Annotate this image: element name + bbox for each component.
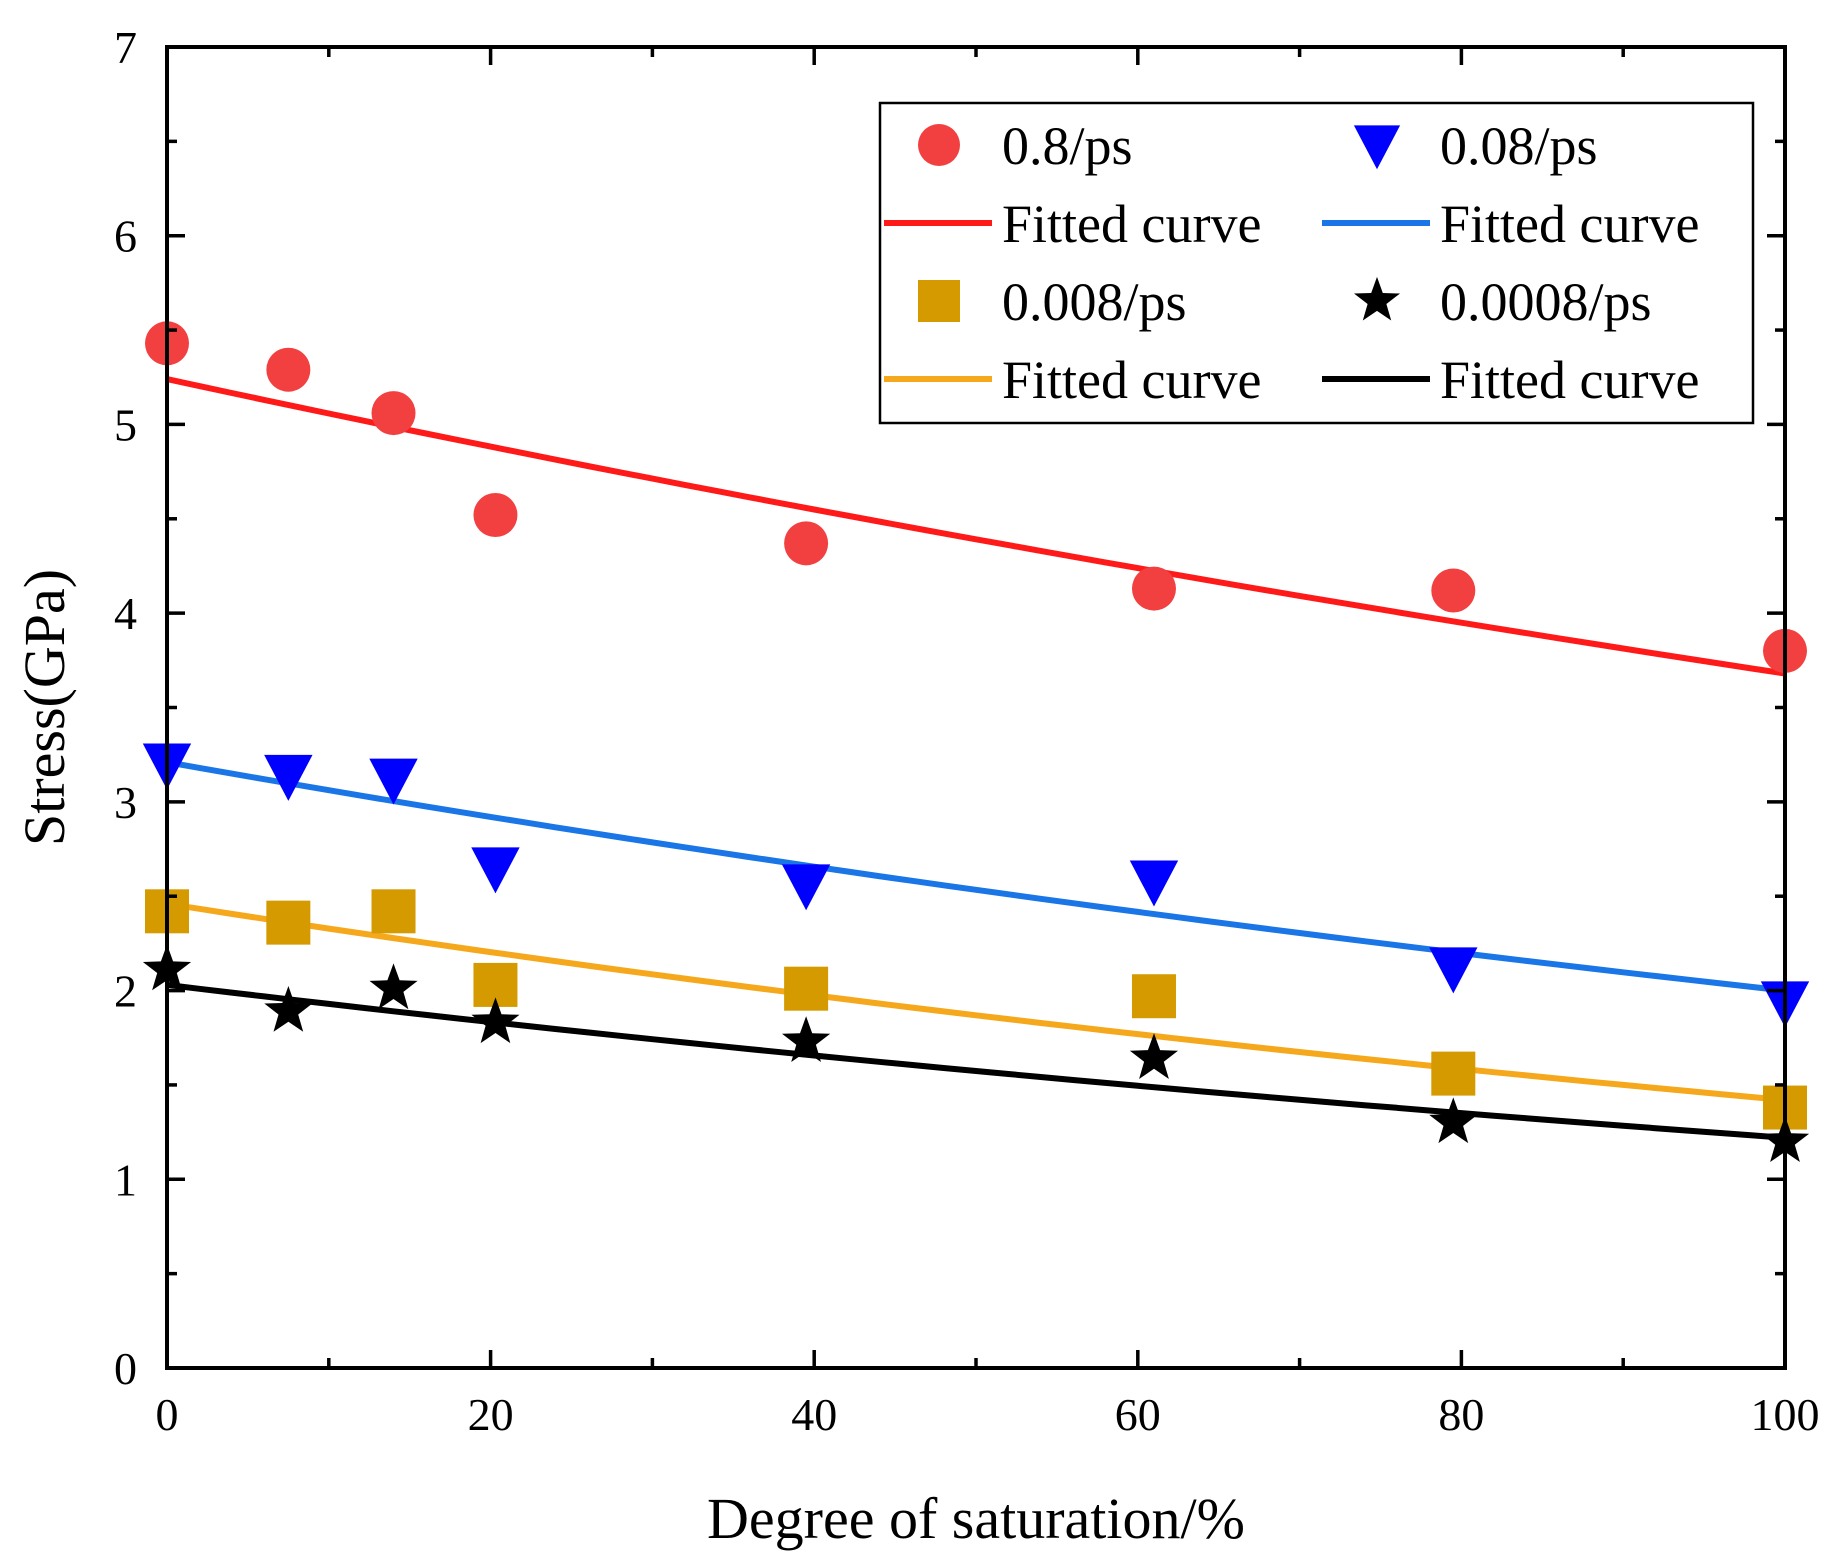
data-point-series-2 xyxy=(369,758,418,805)
data-point-series-2 xyxy=(471,847,520,894)
axis-ticks xyxy=(165,45,1787,1370)
x-tick-labels: 0 20 40 60 80 100 xyxy=(156,1389,1820,1440)
data-point-series-1 xyxy=(1131,566,1176,611)
y-tick-label: 5 xyxy=(114,399,137,450)
legend-marker-1 xyxy=(918,124,960,166)
data-point-series-2 xyxy=(1429,947,1478,994)
data-point-series-3 xyxy=(266,900,311,945)
data-point-series-2 xyxy=(781,864,831,911)
data-point-series-4 xyxy=(369,963,418,1010)
legend-fit-label-4: Fitted curve xyxy=(1440,350,1699,410)
data-point-series-4 xyxy=(471,997,520,1044)
y-tick-labels: 0 1 2 3 4 5 6 7 xyxy=(114,22,137,1394)
x-tick-label: 20 xyxy=(468,1389,514,1440)
data-point-series-4 xyxy=(782,1016,831,1062)
data-point-series-4 xyxy=(1429,1097,1478,1144)
data-point-series-1 xyxy=(371,391,416,436)
x-tick-label: 40 xyxy=(791,1389,837,1440)
legend-label-3: 0.008/ps xyxy=(1002,272,1187,332)
data-point-series-4 xyxy=(264,986,313,1032)
y-tick-label: 6 xyxy=(114,211,137,262)
fitted-curve-1 xyxy=(166,376,1786,677)
y-tick-label: 4 xyxy=(114,588,137,639)
data-point-series-3 xyxy=(1431,1051,1476,1096)
legend-label-1: 0.8/ps xyxy=(1002,116,1133,176)
data-point-series-4 xyxy=(1129,1033,1178,1079)
y-tick-label: 1 xyxy=(114,1154,137,1205)
y-tick-label: 7 xyxy=(114,22,137,73)
data-points xyxy=(142,321,1810,1162)
legend-box xyxy=(878,101,1755,425)
legend-fit-label-3: Fitted curve xyxy=(1002,350,1261,410)
x-tick-label: 60 xyxy=(1115,1389,1161,1440)
x-tick-label: 100 xyxy=(1751,1389,1820,1440)
fitted-curves xyxy=(166,376,1786,1141)
data-point-series-3 xyxy=(1131,974,1176,1019)
legend-fit-label-1: Fitted curve xyxy=(1002,194,1261,254)
data-point-series-2 xyxy=(1129,860,1179,907)
legend-label-2: 0.08/ps xyxy=(1440,116,1598,176)
fitted-curve-4 xyxy=(166,981,1786,1141)
data-point-series-1 xyxy=(473,493,518,538)
data-point-series-1 xyxy=(784,521,829,566)
data-point-series-3 xyxy=(371,889,416,934)
x-tick-label: 0 xyxy=(156,1389,179,1440)
legend-marker-3 xyxy=(918,280,960,322)
y-tick-label: 3 xyxy=(114,777,137,828)
y-tick-label: 2 xyxy=(114,966,137,1017)
legend-label-4: 0.0008/ps xyxy=(1440,272,1652,332)
data-point-series-1 xyxy=(1431,568,1476,613)
y-axis-title: Stress(GPa) xyxy=(12,569,77,846)
legend-fit-label-2: Fitted curve xyxy=(1440,194,1699,254)
y-tick-label: 0 xyxy=(114,1343,137,1394)
legend: 0.8/ps Fitted curve 0.08/ps Fitted curve 0.0… xyxy=(878,101,1755,425)
data-point-series-1 xyxy=(266,347,311,392)
data-point-series-3 xyxy=(784,966,829,1011)
fitted-curve-3 xyxy=(166,900,1786,1103)
legend-marker-2 xyxy=(1353,125,1401,170)
data-point-series-2 xyxy=(264,754,313,801)
legend-marker-4 xyxy=(1354,276,1400,321)
fitted-curve-2 xyxy=(166,759,1786,994)
x-axis-title: Degree of saturation/% xyxy=(707,1486,1245,1551)
x-tick-label: 80 xyxy=(1438,1389,1484,1440)
